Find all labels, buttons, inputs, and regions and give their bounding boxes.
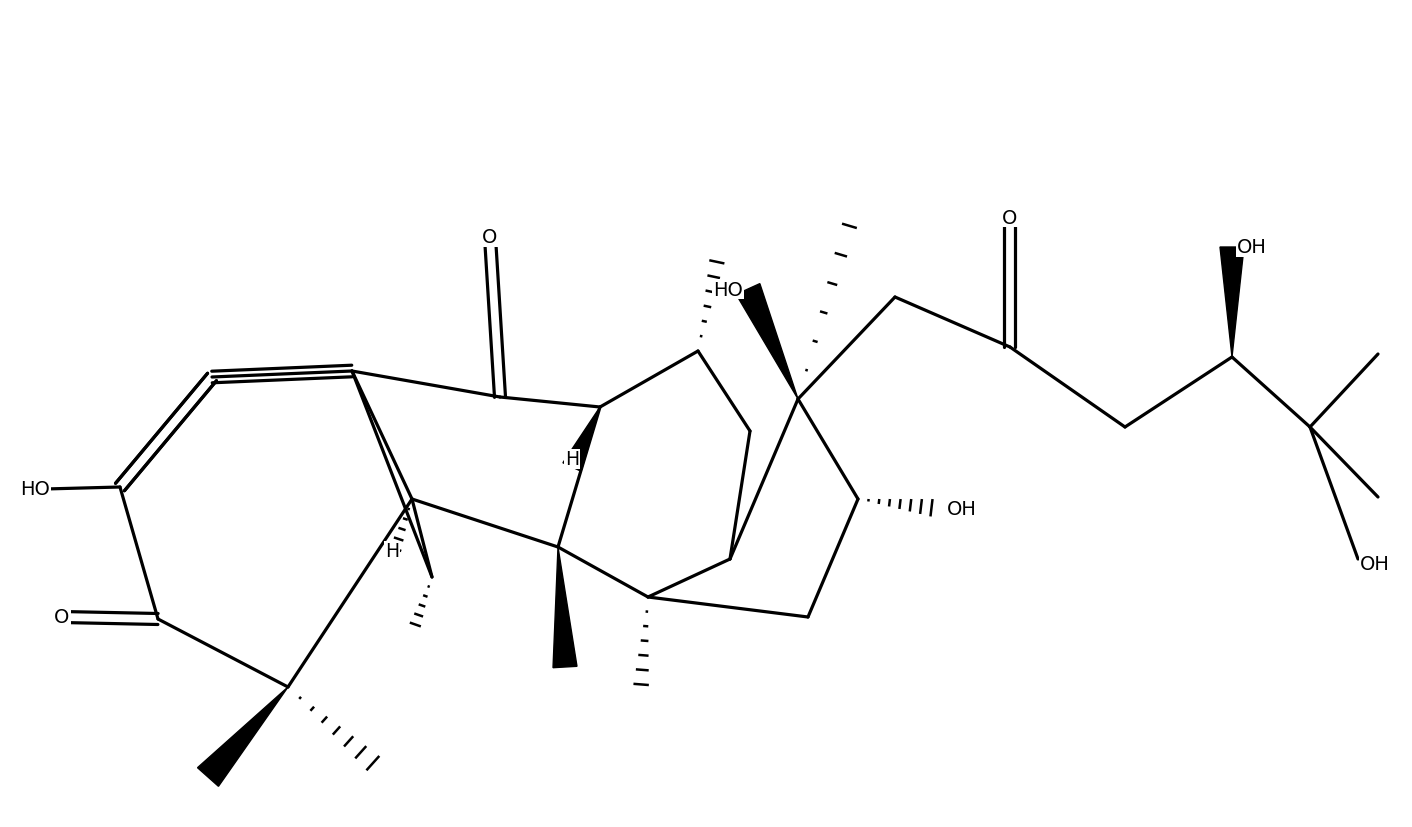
Text: HO: HO xyxy=(20,480,49,499)
Text: H: H xyxy=(565,450,579,469)
Text: HO: HO xyxy=(713,280,743,299)
Polygon shape xyxy=(554,547,578,668)
Text: OH: OH xyxy=(947,500,977,519)
Text: O: O xyxy=(54,608,69,627)
Text: OH: OH xyxy=(1360,555,1389,574)
Polygon shape xyxy=(736,284,798,399)
Text: H: H xyxy=(385,542,400,561)
Polygon shape xyxy=(198,687,288,786)
Polygon shape xyxy=(563,408,600,471)
Text: OH: OH xyxy=(1237,238,1267,257)
Polygon shape xyxy=(1220,248,1244,357)
Text: O: O xyxy=(483,228,497,247)
Text: O: O xyxy=(1003,208,1018,227)
